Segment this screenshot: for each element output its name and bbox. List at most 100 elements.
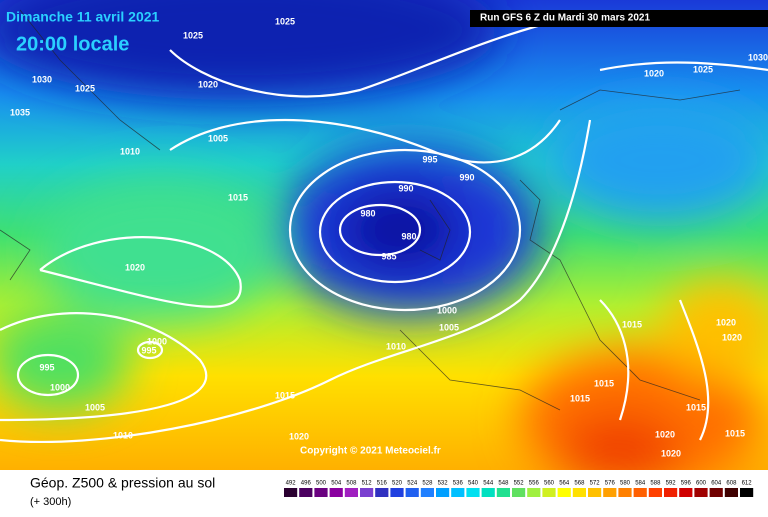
- isobar-label: 1035: [10, 107, 30, 117]
- scale-label: 580: [620, 481, 631, 487]
- scale-label: 556: [529, 481, 540, 487]
- scale-swatch: [420, 488, 434, 497]
- isobar-label: 980: [360, 208, 375, 218]
- isobar-label: 1000: [50, 382, 70, 392]
- scale-label: 492: [286, 481, 297, 487]
- isobar-label: 1020: [198, 79, 218, 89]
- isobar-label: 1025: [693, 64, 713, 74]
- isobar-label: 1020: [722, 332, 742, 342]
- scale-swatch: [557, 488, 571, 497]
- isobar-label: 1020: [125, 262, 145, 272]
- isobar-label: 1020: [289, 431, 309, 441]
- isobars: [0, 18, 768, 443]
- footer-lead: (+ 300h): [30, 496, 71, 508]
- isobar-label: 1015: [228, 192, 248, 202]
- scale-swatch: [299, 488, 313, 497]
- scale-label: 524: [407, 481, 418, 487]
- map-field: [0, 0, 768, 470]
- scale-label: 576: [605, 481, 616, 487]
- scale-swatch: [542, 488, 556, 497]
- scale-swatch: [481, 488, 495, 497]
- isobar-label: 1010: [386, 341, 406, 351]
- scale-swatch: [648, 488, 662, 497]
- isobar-label: 1015: [725, 428, 745, 438]
- scale-label: 512: [362, 481, 373, 487]
- isobar-label: 1000: [147, 336, 167, 346]
- scale-label: 520: [392, 481, 403, 487]
- scale-label: 612: [742, 481, 753, 487]
- scale-label: 552: [514, 481, 525, 487]
- date-label: Dimanche 11 avril 2021: [6, 9, 160, 25]
- scale-label: 564: [559, 481, 570, 487]
- isobar-label: 1005: [208, 133, 228, 143]
- isobar-label: 1025: [275, 16, 295, 26]
- isobar-label: 990: [459, 172, 474, 182]
- scale-swatch: [603, 488, 617, 497]
- scale-swatch: [436, 488, 450, 497]
- isobar-label: 1000: [437, 305, 457, 315]
- run-label: Run GFS 6 Z du Mardi 30 mars 2021: [480, 13, 650, 24]
- run-banner: [470, 10, 768, 27]
- scale-label: 548: [498, 481, 509, 487]
- isobar-label: 1005: [439, 322, 459, 332]
- isobar-label: 995: [141, 345, 156, 355]
- scale-swatch: [344, 488, 358, 497]
- isobar-label: 1020: [716, 317, 736, 327]
- scale-swatch: [390, 488, 404, 497]
- scale-label: 500: [316, 481, 327, 487]
- scale-swatch: [405, 488, 419, 497]
- isobar-label: 1025: [75, 83, 95, 93]
- scale-label: 572: [590, 481, 601, 487]
- isobar-label: 1015: [594, 378, 614, 388]
- scale-label: 540: [468, 481, 479, 487]
- scale-swatch: [740, 488, 754, 497]
- scale-label: 516: [377, 481, 388, 487]
- isobar-label: 995: [39, 362, 54, 372]
- scale-swatch: [375, 488, 389, 497]
- isobar-label: 1015: [570, 393, 590, 403]
- scale-swatch: [724, 488, 738, 497]
- scale-swatch: [329, 488, 343, 497]
- isobar-label: 1010: [120, 146, 140, 156]
- scale-swatch: [496, 488, 510, 497]
- isobar-label: 980: [401, 231, 416, 241]
- scale-swatch: [451, 488, 465, 497]
- isobar-label: 1025: [183, 30, 203, 40]
- scale-label: 560: [544, 481, 555, 487]
- scale-swatch: [664, 488, 678, 497]
- scale-swatch: [284, 488, 298, 497]
- scale-label: 544: [483, 481, 494, 487]
- scale-label: 584: [635, 481, 646, 487]
- isobar-label: 995: [422, 154, 437, 164]
- scale-label: 604: [711, 481, 722, 487]
- scale-swatch: [527, 488, 541, 497]
- copyright: Copyright © 2021 Meteociel.fr: [300, 446, 441, 457]
- isobar-label: 1020: [644, 68, 664, 78]
- scale-swatch: [679, 488, 693, 497]
- scale-label: 532: [438, 481, 449, 487]
- scale-label: 596: [681, 481, 692, 487]
- scale-label: 600: [696, 481, 707, 487]
- scale-swatch: [588, 488, 602, 497]
- isobar-label: 990: [398, 183, 413, 193]
- scale-label: 536: [453, 481, 464, 487]
- scale-label: 588: [650, 481, 661, 487]
- isobar-label: 985: [381, 251, 396, 261]
- scale-label: 608: [726, 481, 737, 487]
- time-label: 20:00 locale: [16, 33, 129, 55]
- isobar-label: 1015: [275, 390, 295, 400]
- scale-label: 504: [331, 481, 342, 487]
- scale-swatch: [709, 488, 723, 497]
- isobar-label: 1030: [32, 74, 52, 84]
- isobar-label: 1010: [113, 430, 133, 440]
- scale-swatch: [572, 488, 586, 497]
- scale-label: 568: [574, 481, 585, 487]
- scale-swatch: [512, 488, 526, 497]
- scale-swatch: [360, 488, 374, 497]
- isobar-label: 1015: [686, 402, 706, 412]
- scale-label: 508: [346, 481, 357, 487]
- scale-swatch: [314, 488, 328, 497]
- scale-label: 528: [422, 481, 433, 487]
